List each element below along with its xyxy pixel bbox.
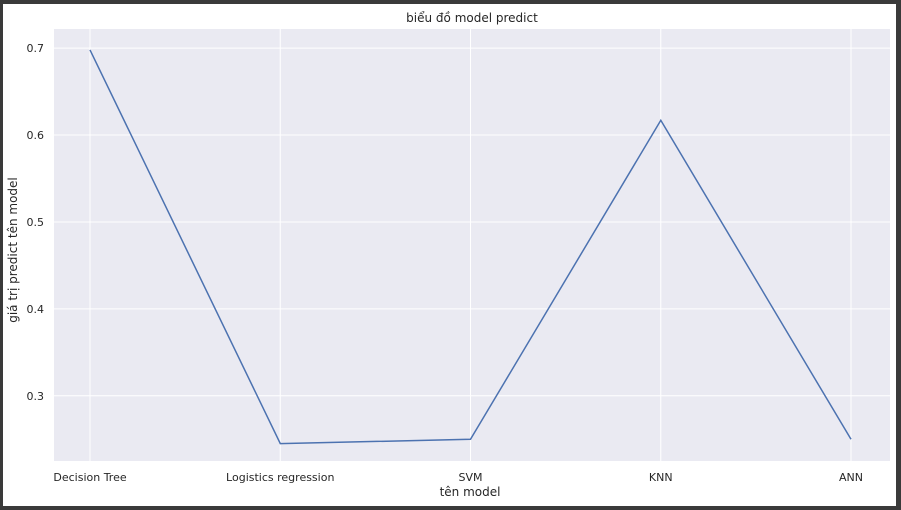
y-axis-title: giá trị predict tên model [6, 177, 20, 323]
y-tick-label: 0.6 [27, 129, 45, 142]
y-tick-label: 0.7 [27, 42, 45, 55]
x-tick-label: SVM [459, 471, 483, 484]
chart-figure: 0.3 0.4 0.5 0.6 0.7 Decision Tree Logistics r… [3, 4, 896, 506]
y-tick-label: 0.4 [27, 303, 45, 316]
x-tick-label: KNN [649, 471, 673, 484]
plot-area [54, 29, 890, 461]
chart-title: biểu đồ model predict [406, 11, 538, 25]
grid-lines [54, 29, 890, 461]
line-chart: 0.3 0.4 0.5 0.6 0.7 Decision Tree Logistics r… [6, 11, 890, 499]
y-tick-label: 0.5 [27, 216, 45, 229]
x-tick-label: Decision Tree [53, 471, 126, 484]
x-tick-label: Logistics regression [226, 471, 334, 484]
y-tick-labels: 0.3 0.4 0.5 0.6 0.7 [27, 42, 45, 403]
x-axis-title: tên model [440, 485, 501, 499]
y-tick-label: 0.3 [27, 390, 45, 403]
x-tick-label: ANN [839, 471, 863, 484]
x-tick-labels: Decision Tree Logistics regression SVM KNN A… [53, 471, 863, 484]
series-line [89, 49, 852, 445]
